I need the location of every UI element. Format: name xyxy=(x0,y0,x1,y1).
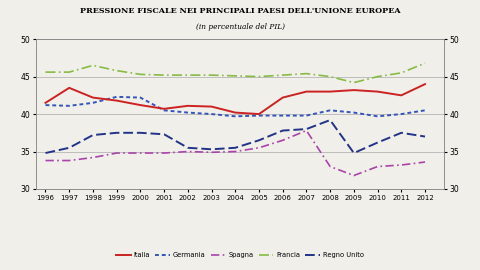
Text: (in percentuale del PIL): (in percentuale del PIL) xyxy=(195,23,285,31)
Text: PRESSIONE FISCALE NEI PRINCIPALI PAESI DELL'UNIONE EUROPEA: PRESSIONE FISCALE NEI PRINCIPALI PAESI D… xyxy=(80,7,400,15)
Legend: Italia, Germania, Spagna, Francia, Regno Unito: Italia, Germania, Spagna, Francia, Regno… xyxy=(114,249,366,261)
